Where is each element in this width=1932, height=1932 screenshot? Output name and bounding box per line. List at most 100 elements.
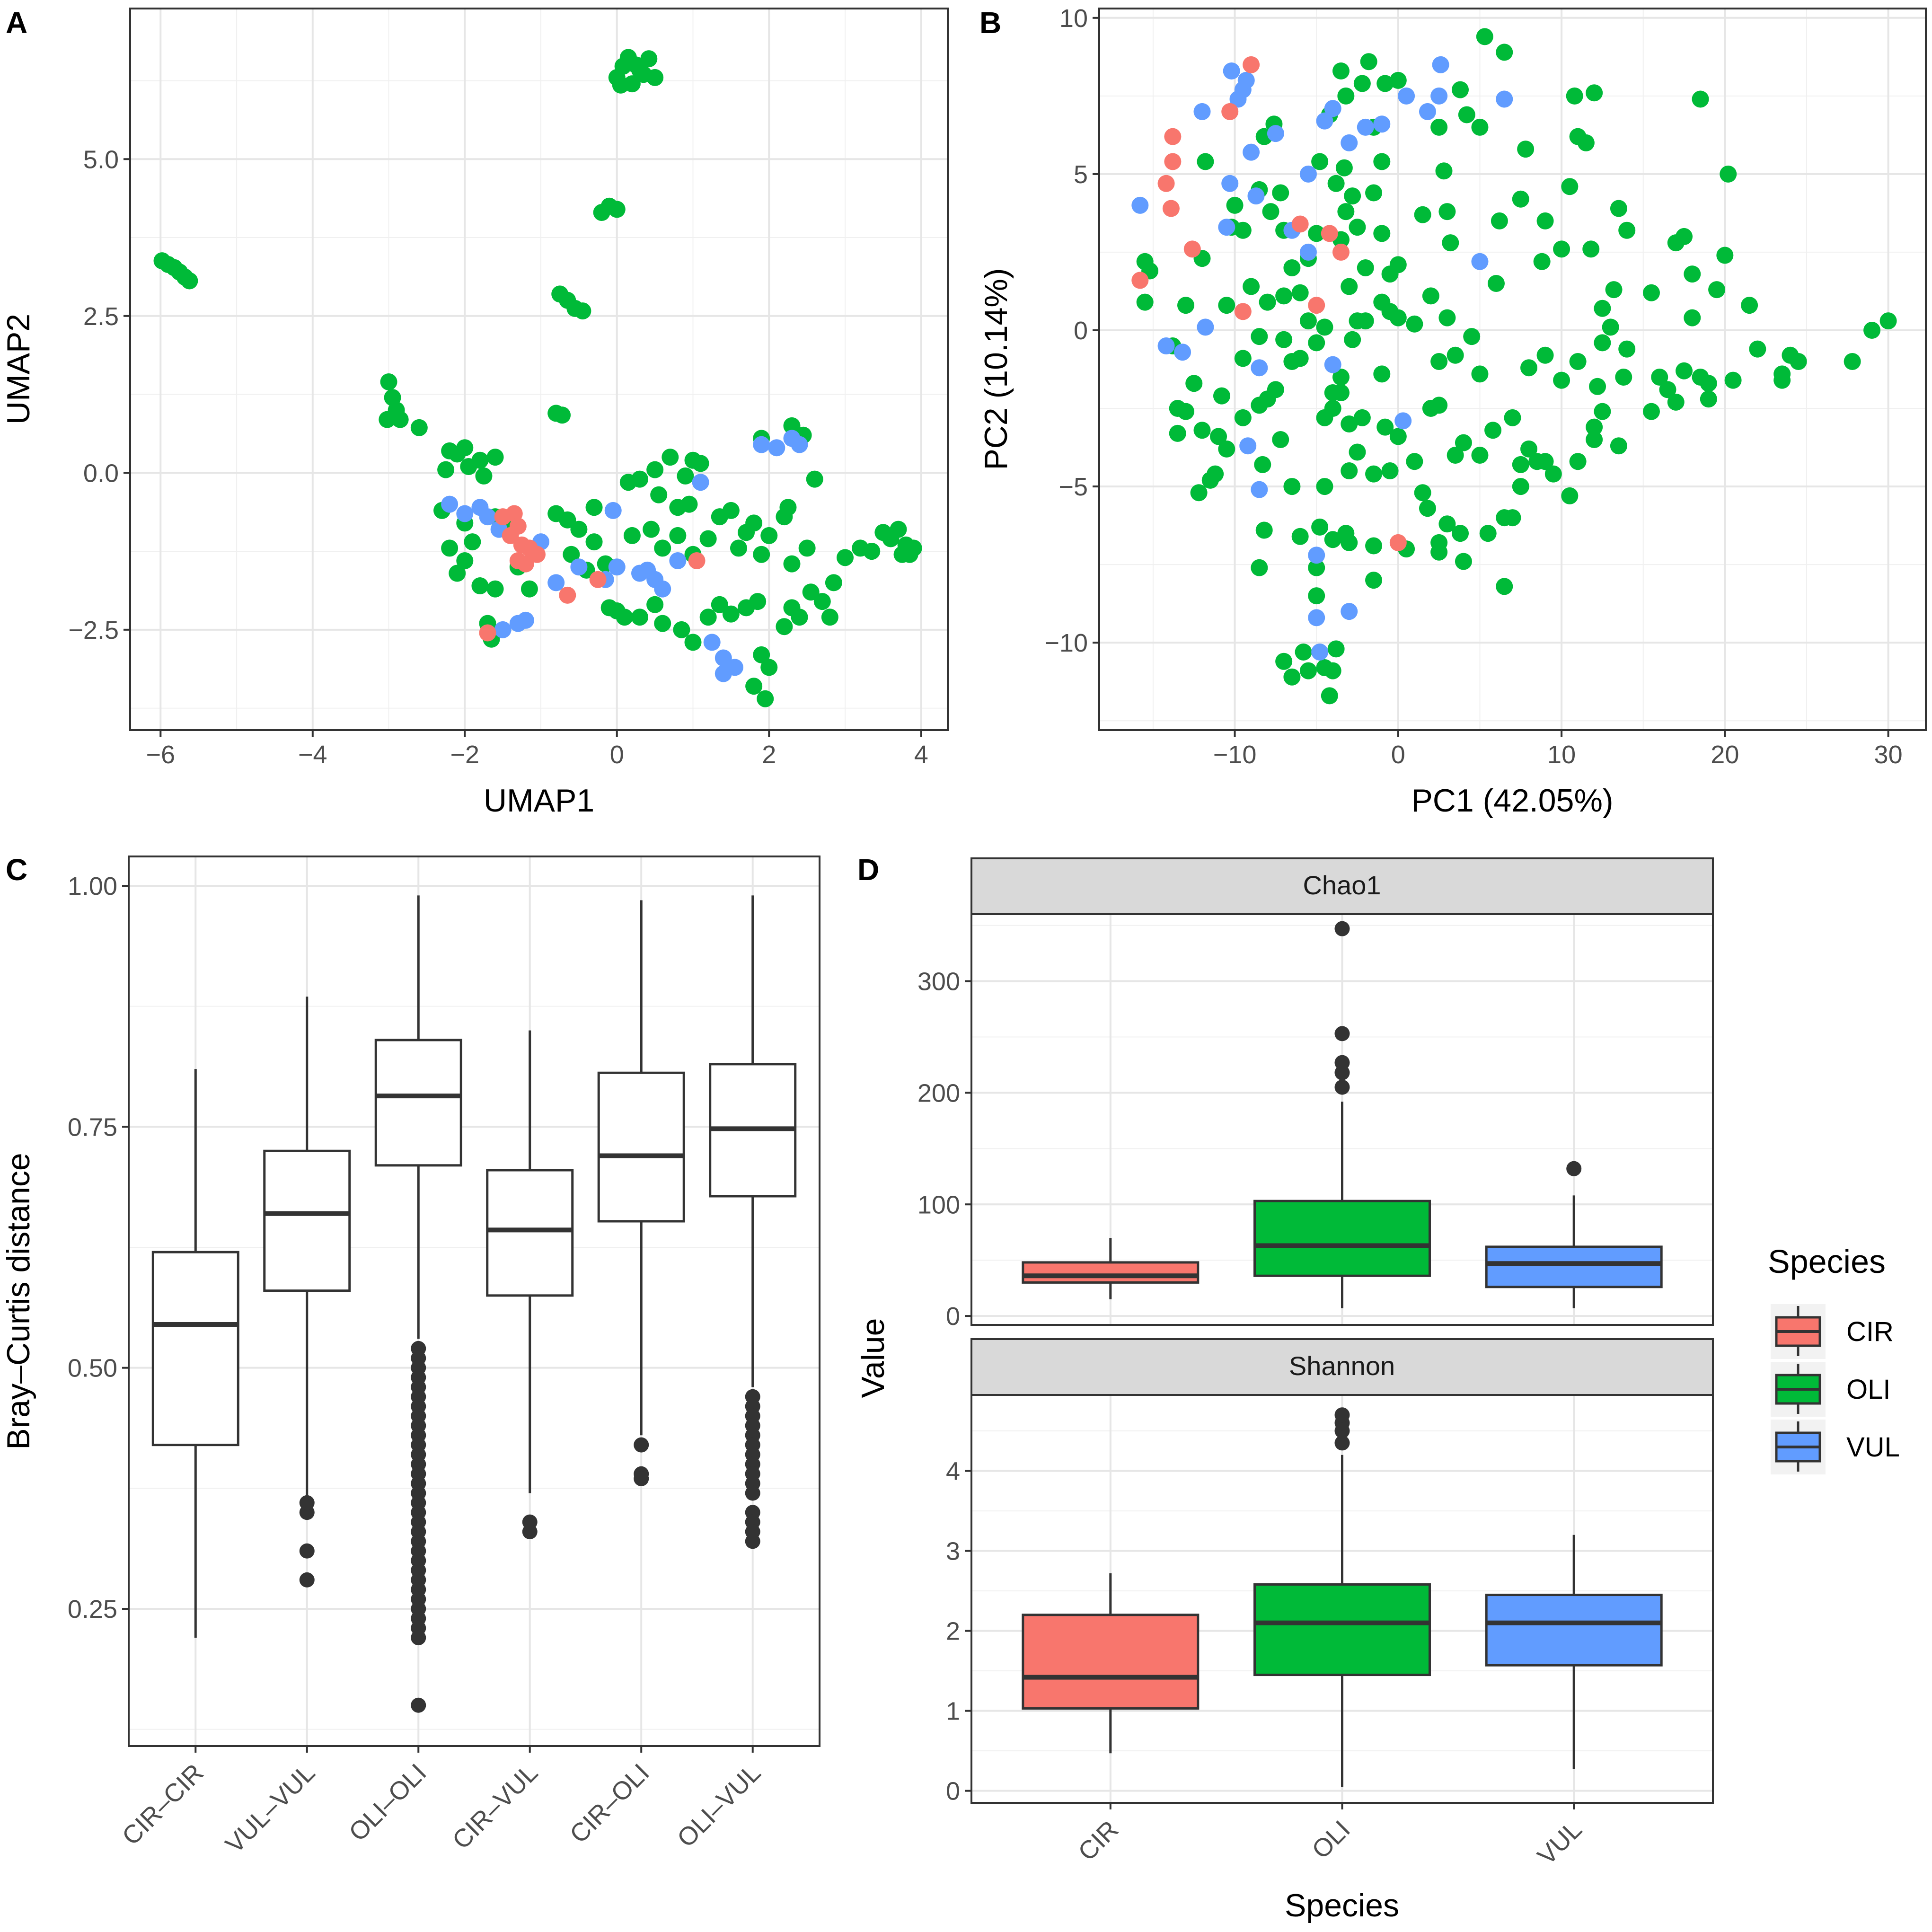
point-oli (1291, 284, 1309, 301)
y-tick-label: 1 (946, 1697, 960, 1726)
point-oli (623, 527, 641, 544)
point-oli (1642, 284, 1660, 301)
point-oli (646, 596, 664, 613)
point-oli (1324, 384, 1341, 402)
point-vul (608, 558, 626, 576)
point-vul (791, 436, 808, 453)
point-oli (1618, 221, 1636, 239)
point-oli (1536, 212, 1554, 229)
point-oli (821, 609, 838, 626)
point-oli (1561, 178, 1579, 195)
y-tick-label: 300 (917, 968, 960, 996)
y-tick-label: 0.50 (68, 1354, 117, 1383)
y-tick-label: 100 (917, 1191, 960, 1219)
x-tick-label: −10 (1213, 741, 1257, 769)
point-oli (1376, 75, 1394, 92)
point-oli (1272, 184, 1289, 202)
point-oli (1438, 309, 1456, 326)
point-oli (585, 499, 603, 516)
point-vul (1239, 437, 1257, 455)
point-oli (1741, 297, 1758, 314)
pca-x-ticks: −10 0 10 20 30 (1213, 730, 1903, 769)
point-oli (1308, 225, 1325, 242)
point-oli (1389, 309, 1407, 326)
point-vul (1247, 187, 1265, 205)
point-oli (1700, 375, 1717, 392)
point-vul (1316, 112, 1333, 130)
point-oli (760, 527, 778, 544)
point-oli (1341, 462, 1358, 480)
point-vul (1357, 118, 1374, 136)
pca-panel-border (1098, 8, 1927, 731)
point-oli (1610, 437, 1627, 455)
facet-label-chao1: Chao1 (1303, 870, 1381, 900)
point-oli (456, 439, 474, 457)
point-cir (1234, 303, 1252, 320)
umap-panel-border (129, 8, 949, 731)
point-oli (1406, 315, 1423, 333)
c-plot-background (129, 856, 820, 1746)
point-oli (1311, 153, 1329, 170)
a-plot-background (130, 9, 948, 730)
point-cir (1332, 243, 1350, 261)
point-cir (1157, 175, 1175, 192)
point-oli (1275, 653, 1293, 670)
point-oli (1879, 312, 1897, 330)
pca-panel: −10 0 10 20 30 −10 −5 0 5 10 PC1 (42.05%) PC2 (1… (978, 4, 1927, 819)
x-tick-label: 30 (1874, 741, 1903, 769)
box-group (1253, 1407, 1431, 1787)
point-oli (650, 486, 668, 503)
x-tick-label: VUL–VUL (220, 1758, 320, 1859)
point-oli (1430, 353, 1448, 370)
point-vul (570, 558, 588, 576)
point-cir (589, 571, 607, 588)
point-oli (1438, 515, 1456, 533)
bray-curtis-grid (129, 856, 820, 1746)
umap-y-axis-title: UMAP2 (0, 314, 36, 424)
point-oli (1324, 531, 1341, 548)
point-oli (1582, 240, 1600, 258)
y-tick-label: 0.75 (68, 1113, 117, 1141)
point-oli (1389, 71, 1407, 89)
x-tick-label: 2 (762, 741, 776, 769)
x-tick-label: CIR–CIR (117, 1758, 209, 1851)
point-oli (631, 61, 648, 79)
point-oli (745, 514, 763, 532)
point-vul (1267, 125, 1284, 142)
point-vul (517, 611, 534, 629)
point-oli (1602, 318, 1619, 336)
point-oli (1422, 400, 1439, 417)
box-iqr (1022, 1614, 1200, 1710)
point-cir (502, 527, 519, 544)
point-oli (379, 411, 396, 428)
point-oli (1569, 353, 1587, 370)
point-oli (1262, 203, 1279, 221)
point-oli (1487, 274, 1505, 292)
point-vul (441, 495, 459, 513)
point-vul (692, 474, 709, 491)
point-oli (1272, 431, 1289, 449)
point-oli (1275, 287, 1293, 305)
point-oli (471, 451, 489, 469)
point-oli (410, 419, 428, 436)
point-vul (1308, 547, 1325, 564)
box-group (709, 895, 797, 1549)
point-oli (646, 461, 664, 478)
outlier-point (1334, 1435, 1350, 1451)
point-vul (1131, 196, 1149, 214)
umap-points (153, 49, 922, 707)
point-oli (1414, 484, 1431, 502)
point-oli (1373, 365, 1391, 383)
facet-strip-shannon (970, 1338, 1714, 1396)
point-vul (639, 561, 656, 579)
point-oli (1659, 381, 1676, 398)
point-vul (1471, 253, 1489, 270)
point-oli (1213, 387, 1230, 405)
point-oli (806, 470, 823, 488)
outlier-point (1334, 921, 1350, 936)
chao1-y-ticks: 0 100 200 300 (917, 968, 971, 1331)
y-tick-label: 0.0 (83, 459, 119, 487)
point-oli (783, 417, 801, 434)
point-oli (654, 539, 671, 557)
